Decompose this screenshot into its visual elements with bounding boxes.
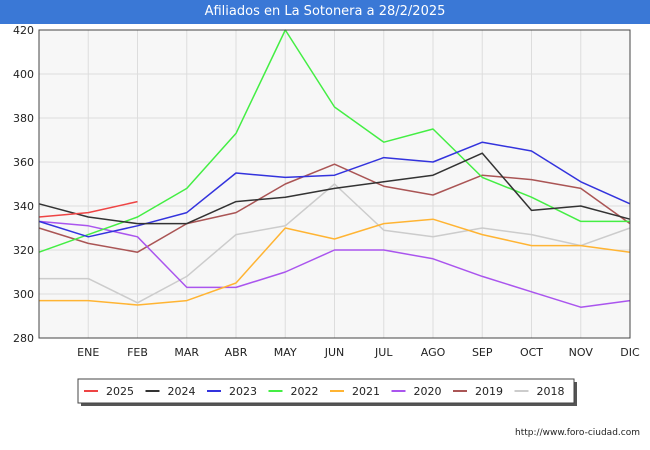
legend-label-2018: 2018 [537,385,565,398]
x-tick-label: ABR [225,346,248,359]
legend-label-2022: 2022 [291,385,319,398]
series-line-2020 [38,220,631,308]
legend-box [77,378,575,404]
y-axis-ticks: 280 300 320 340 360 380 400 420 [13,24,34,345]
x-tick-label: SEP [472,346,493,359]
series-line-2025 [38,200,138,218]
series-line-2024 [38,152,631,225]
x-tick-label: MAY [274,346,297,359]
x-tick-label: FEB [127,346,148,359]
y-tick-label: 420 [13,24,34,37]
x-tick-label: MAR [174,346,199,359]
legend: 2025 2024 2023 2022 2021 2020 2019 2018 [77,378,577,406]
y-tick-label: 280 [13,332,34,345]
y-tick-label: 320 [13,244,34,257]
x-axis-ticks: ENE FEB MAR ABR MAY JUN JUL AGO SEP OCT NOV DIC [77,346,640,359]
x-tick-label: OCT [520,346,543,359]
series-line-2021 [39,218,631,306]
y-tick-label: 400 [13,68,34,81]
x-tick-label: ENE [77,346,99,359]
plot-border [38,29,631,339]
series-line-2018 [39,183,631,304]
legend-label-2020: 2020 [414,385,442,398]
legend-label-2021: 2021 [352,385,380,398]
y-tick-label: 300 [13,288,34,301]
chart-title: Afiliados en La Sotonera a 28/2/2025 [0,0,650,24]
legend-label-2024: 2024 [168,385,196,398]
legend-label-2023: 2023 [229,385,257,398]
x-tick-label: JUN [324,346,345,359]
x-tick-label: DIC [620,346,640,359]
x-tick-label: JUL [374,346,393,359]
series-line-2022 [38,29,630,253]
series-line-2023 [38,141,631,238]
y-tick-label: 340 [13,200,34,213]
series-line-2019 [38,163,631,253]
series-lines [38,29,631,308]
legend-label-2025: 2025 [106,385,134,398]
x-tick-label: NOV [569,346,594,359]
y-tick-label: 360 [13,156,34,169]
x-tick-label: AGO [421,346,446,359]
source-credit: http://www.foro-ciudad.com [515,428,640,438]
y-tick-label: 380 [13,112,34,125]
legend-label-2019: 2019 [475,385,503,398]
